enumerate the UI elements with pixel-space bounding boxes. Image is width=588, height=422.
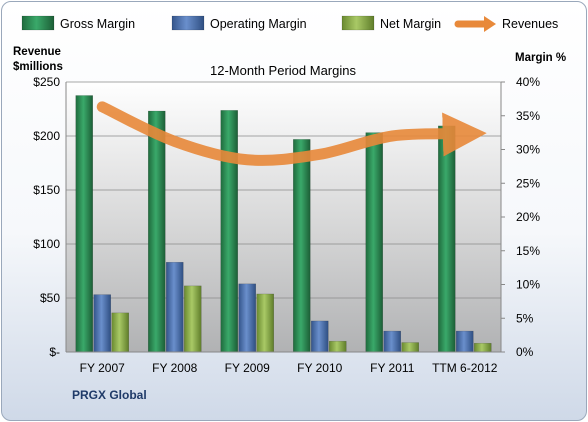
legend: Gross Margin Operating Margin Net Margin Re… bbox=[21, 15, 558, 32]
bar-gross-margin bbox=[438, 125, 456, 353]
bar-net-margin bbox=[401, 342, 419, 353]
left-tick-label: $- bbox=[49, 345, 60, 359]
x-tick-label: FY 2008 bbox=[152, 361, 197, 375]
legend-swatch-gross-margin bbox=[21, 15, 55, 31]
bar-gross-margin bbox=[293, 139, 311, 353]
legend-swatch-operating-margin bbox=[171, 15, 205, 31]
x-tick-label: FY 2007 bbox=[80, 361, 125, 375]
bar-net-margin bbox=[256, 293, 274, 353]
x-tick-label: FY 2010 bbox=[297, 361, 342, 375]
left-tick-label: $150 bbox=[33, 183, 60, 197]
right-tick-label: 10% bbox=[516, 278, 540, 292]
left-axis-title-line1: Revenue bbox=[13, 46, 61, 58]
left-tick-label: $200 bbox=[33, 129, 60, 143]
right-tick-label: 40% bbox=[516, 75, 540, 89]
right-tick-label: 15% bbox=[516, 244, 540, 258]
bar-gross-margin bbox=[365, 132, 383, 353]
right-tick-label: 20% bbox=[516, 210, 540, 224]
legend-label: Revenues bbox=[502, 17, 558, 31]
bar-operating-margin bbox=[166, 261, 184, 353]
company-label: PRGX Global bbox=[72, 388, 147, 402]
right-tick-label: 35% bbox=[516, 109, 540, 123]
bar-gross-margin bbox=[220, 110, 238, 353]
left-tick-label: $250 bbox=[33, 75, 60, 89]
left-tick-label: $100 bbox=[33, 237, 60, 251]
bar-operating-margin bbox=[311, 320, 329, 353]
bar-operating-margin bbox=[238, 283, 256, 353]
bar-operating-margin bbox=[383, 330, 401, 353]
right-tick-label: 25% bbox=[516, 176, 540, 190]
bar-operating-margin bbox=[456, 330, 474, 353]
chart-title: 12-Month Period Margins bbox=[210, 63, 356, 78]
x-tick-label: FY 2009 bbox=[225, 361, 270, 375]
legend-swatch-net-margin bbox=[341, 15, 375, 31]
left-axis-title-line2: $millions bbox=[13, 61, 63, 73]
bar-series bbox=[75, 95, 492, 353]
x-tick-label: FY 2011 bbox=[370, 361, 415, 375]
right-axis-title: Margin % bbox=[515, 52, 566, 64]
revenue-line bbox=[96, 101, 487, 166]
bar-net-margin bbox=[329, 340, 347, 353]
legend-label: Operating Margin bbox=[210, 17, 307, 31]
axes: $- $50 $100 $150 $200 $250 0% 5% 10% 15% 20% 25% 30%… bbox=[33, 75, 540, 375]
bar-net-margin bbox=[184, 285, 202, 353]
right-tick-label: 5% bbox=[516, 311, 534, 325]
legend-label: Net Margin bbox=[380, 17, 441, 31]
right-tick-label: 0% bbox=[516, 345, 534, 359]
bar-operating-margin bbox=[93, 294, 111, 353]
left-tick-label: $50 bbox=[40, 291, 60, 305]
legend-arrow-icon bbox=[484, 16, 496, 32]
x-tick-label: TTM 6-2012 bbox=[432, 361, 498, 375]
bar-net-margin bbox=[111, 312, 129, 353]
right-tick-label: 30% bbox=[516, 143, 540, 157]
revenue-line-path bbox=[96, 101, 487, 166]
bar-gross-margin bbox=[75, 95, 93, 353]
legend-label: Gross Margin bbox=[60, 17, 135, 31]
bar-gross-margin bbox=[148, 110, 166, 353]
bar-net-margin bbox=[474, 342, 492, 353]
